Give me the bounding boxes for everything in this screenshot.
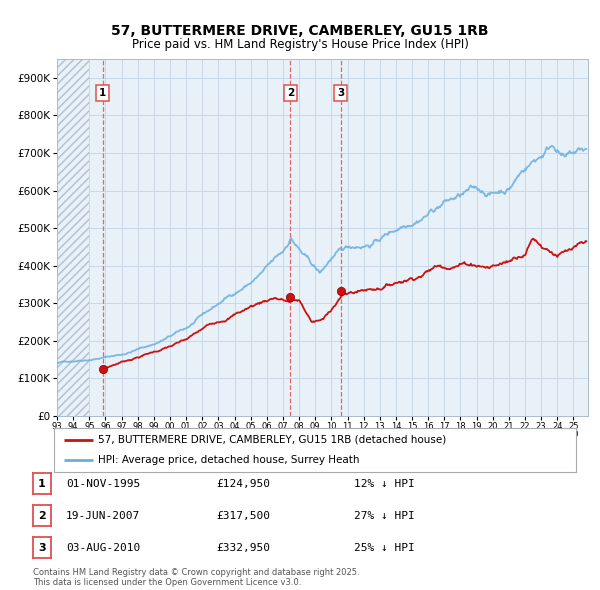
Text: HPI: Average price, detached house, Surrey Heath: HPI: Average price, detached house, Surr… bbox=[98, 455, 360, 464]
Text: 2: 2 bbox=[287, 88, 294, 98]
Text: 3: 3 bbox=[38, 543, 46, 552]
Text: Contains HM Land Registry data © Crown copyright and database right 2025.: Contains HM Land Registry data © Crown c… bbox=[33, 568, 359, 577]
Text: 12% ↓ HPI: 12% ↓ HPI bbox=[354, 479, 415, 489]
Text: 57, BUTTERMERE DRIVE, CAMBERLEY, GU15 1RB: 57, BUTTERMERE DRIVE, CAMBERLEY, GU15 1R… bbox=[111, 24, 489, 38]
Text: 1: 1 bbox=[99, 88, 106, 98]
Text: This data is licensed under the Open Government Licence v3.0.: This data is licensed under the Open Gov… bbox=[33, 578, 301, 587]
Text: £332,950: £332,950 bbox=[216, 543, 270, 552]
Text: 25% ↓ HPI: 25% ↓ HPI bbox=[354, 543, 415, 552]
Text: 2: 2 bbox=[38, 511, 46, 520]
Text: 27% ↓ HPI: 27% ↓ HPI bbox=[354, 511, 415, 520]
Text: 57, BUTTERMERE DRIVE, CAMBERLEY, GU15 1RB (detached house): 57, BUTTERMERE DRIVE, CAMBERLEY, GU15 1R… bbox=[98, 435, 446, 445]
Text: 03-AUG-2010: 03-AUG-2010 bbox=[66, 543, 140, 552]
Text: 3: 3 bbox=[337, 88, 344, 98]
Bar bbox=[57, 59, 89, 416]
Text: £317,500: £317,500 bbox=[216, 511, 270, 520]
Text: 19-JUN-2007: 19-JUN-2007 bbox=[66, 511, 140, 520]
Text: Price paid vs. HM Land Registry's House Price Index (HPI): Price paid vs. HM Land Registry's House … bbox=[131, 38, 469, 51]
Text: 01-NOV-1995: 01-NOV-1995 bbox=[66, 479, 140, 489]
Text: 1: 1 bbox=[38, 479, 46, 489]
Text: £124,950: £124,950 bbox=[216, 479, 270, 489]
